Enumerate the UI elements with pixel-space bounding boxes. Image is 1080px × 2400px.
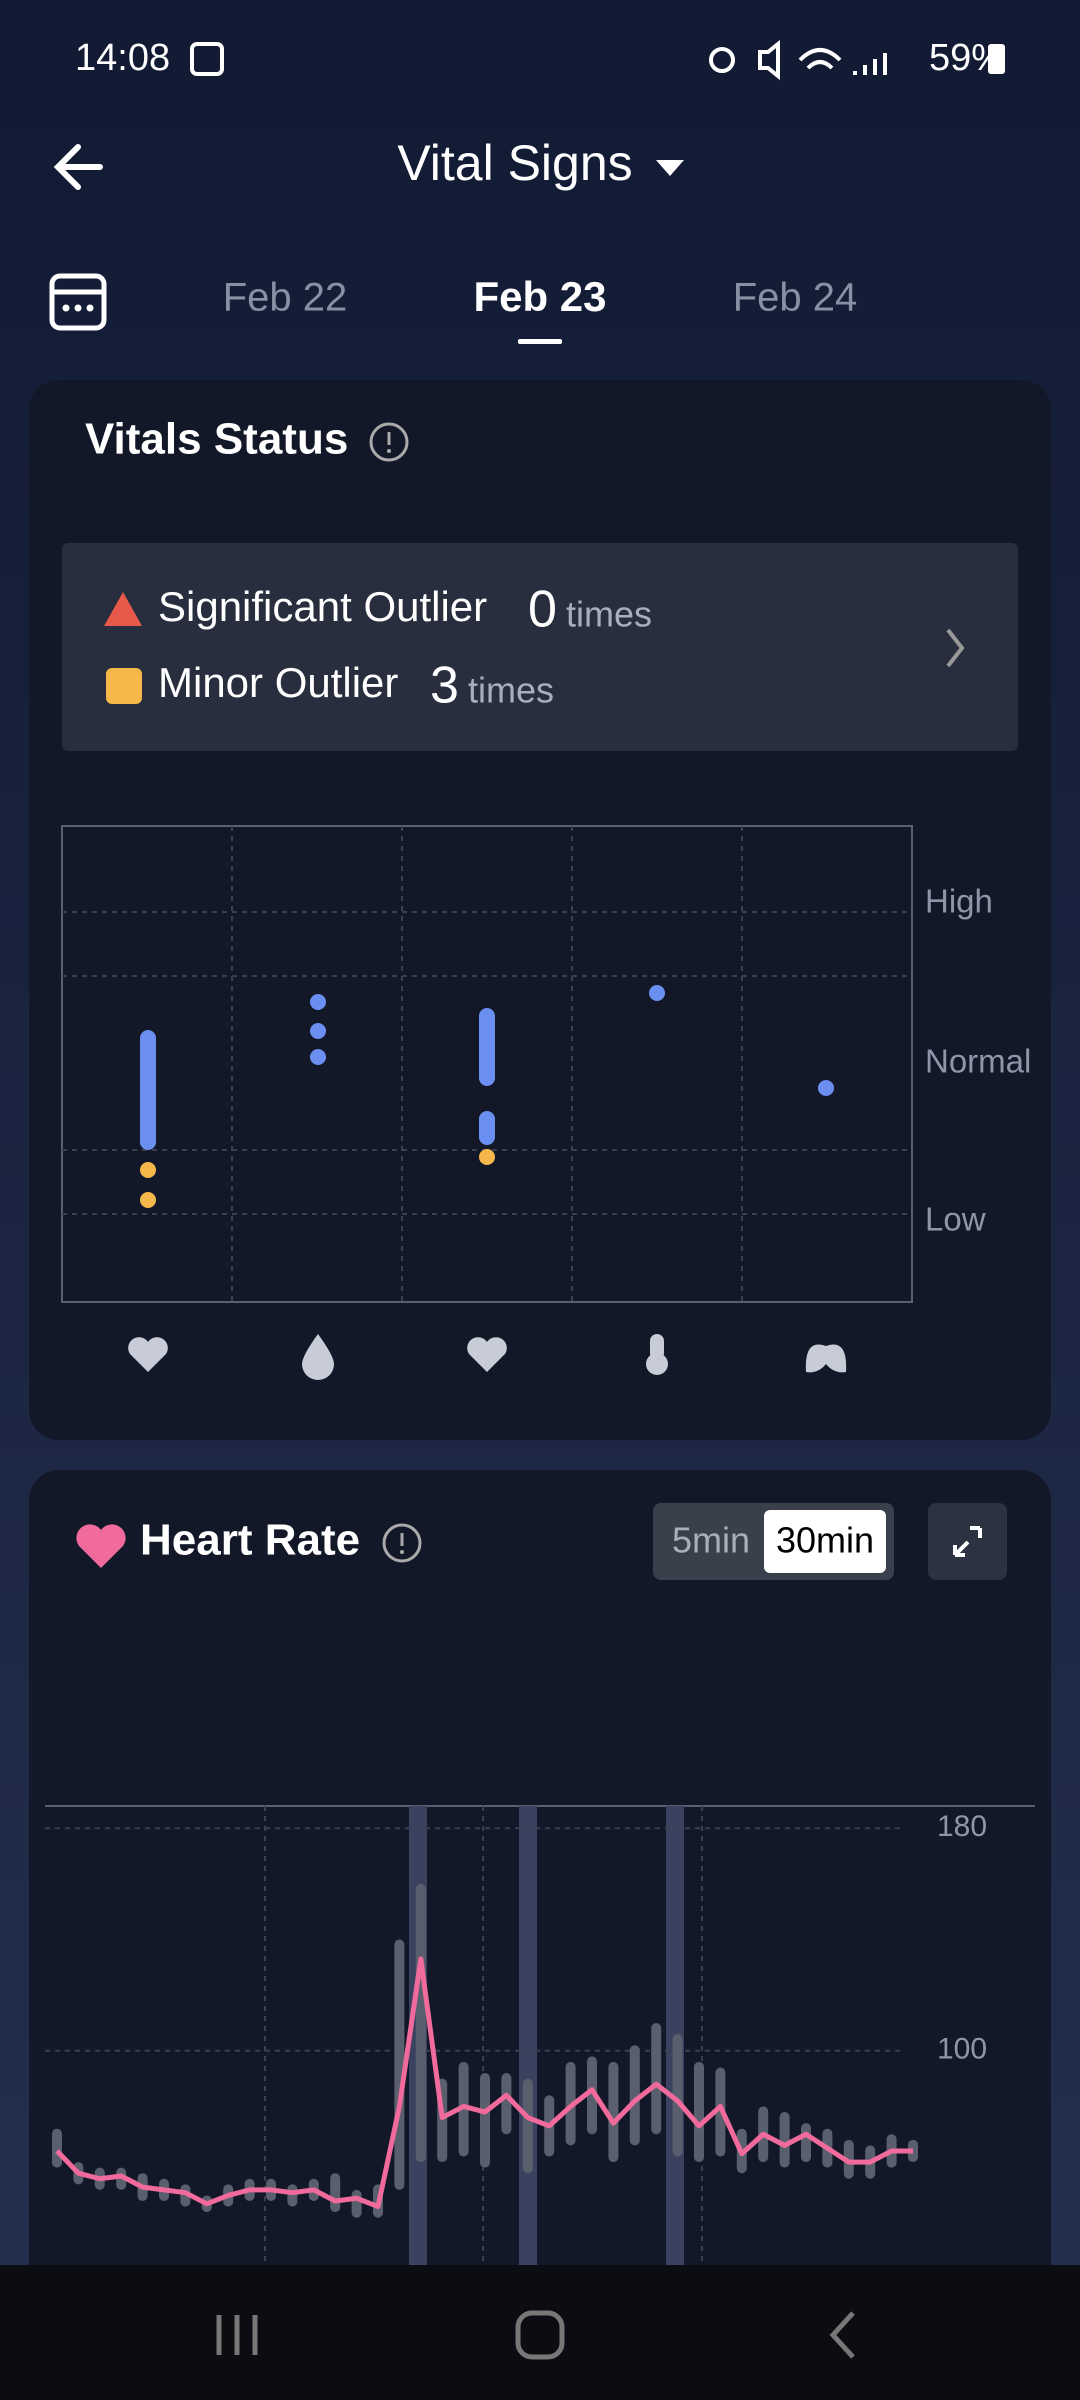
info-icon[interactable]: [369, 422, 409, 462]
toggle-selected[interactable]: [764, 1510, 886, 1573]
range-bar: [672, 2034, 683, 2157]
range-bar: [415, 1883, 426, 2163]
range-bar: [394, 1939, 405, 2190]
range-bar: [522, 2078, 533, 2174]
vitals-grid: [61, 825, 913, 1303]
chevron: [946, 628, 965, 668]
battery-icon: [988, 44, 1005, 74]
y-tick-label: 180: [937, 1810, 987, 1843]
outlier-unit: times: [468, 670, 554, 711]
level-label: High: [925, 883, 993, 920]
vitals-card: [29, 380, 1051, 1440]
minor-icon: [106, 668, 142, 704]
level-label: Low: [925, 1201, 986, 1238]
range-bar: [694, 2061, 704, 2163]
hr-chart: 100 180: [45, 1806, 987, 2265]
back-button[interactable]: [53, 144, 103, 190]
nav-bar: [0, 2265, 1080, 2400]
header-title[interactable]: Vital Signs: [397, 135, 632, 191]
heart-icon: [76, 1524, 126, 1568]
card-title: Vitals Status: [85, 415, 348, 464]
range-bar: [330, 2173, 341, 2213]
warning-icon: [104, 592, 142, 626]
y-tick-label: 100: [937, 2033, 987, 2066]
range-bar: [801, 2123, 811, 2163]
info-icon[interactable]: [382, 1523, 422, 1563]
dropdown-caret[interactable]: [656, 160, 684, 176]
outlier-count: 0: [528, 581, 557, 639]
range-bar: [651, 2022, 662, 2135]
gallery-icon: [190, 42, 224, 76]
calendar-button[interactable]: [49, 273, 107, 331]
level-label: Normal: [925, 1043, 1031, 1080]
status-time: 14:08: [75, 37, 170, 79]
card-title: Heart Rate: [140, 1516, 360, 1565]
range-bar: [52, 2128, 62, 2168]
range-bar: [501, 2073, 512, 2135]
date-tab[interactable]: Feb 22: [223, 276, 348, 320]
range-bar: [608, 2061, 619, 2163]
date-tab-selected[interactable]: Feb 23: [473, 273, 606, 320]
vitals-dots: [140, 985, 834, 1208]
range-bar: [351, 2189, 362, 2218]
range-bar: [287, 2184, 298, 2207]
highlight-band: [519, 1806, 537, 2265]
toggle-option[interactable]: 5min: [672, 1520, 750, 1561]
outlier-count: 3: [430, 657, 459, 715]
vital-icons: [128, 1334, 847, 1380]
heart-rate-card: [29, 1470, 1051, 2400]
outlier-unit: times: [566, 594, 652, 635]
range-bar: [587, 2056, 597, 2135]
outlier-box[interactable]: [62, 543, 1018, 751]
hr-line: [55, 1956, 913, 2210]
tab-underline: [518, 339, 562, 344]
range-bar: [779, 2112, 790, 2168]
outlier-label: Significant Outlier: [158, 583, 487, 630]
expand-button[interactable]: [928, 1503, 1007, 1580]
status-icons: [709, 39, 887, 81]
outlier-label: Minor Outlier: [158, 659, 398, 706]
nav-buttons[interactable]: [216, 2310, 855, 2360]
range-bar: [480, 2073, 490, 2168]
toggle-option[interactable]: 30min: [776, 1520, 874, 1561]
date-tab[interactable]: Feb 24: [733, 276, 858, 320]
range-bar: [629, 2045, 640, 2146]
